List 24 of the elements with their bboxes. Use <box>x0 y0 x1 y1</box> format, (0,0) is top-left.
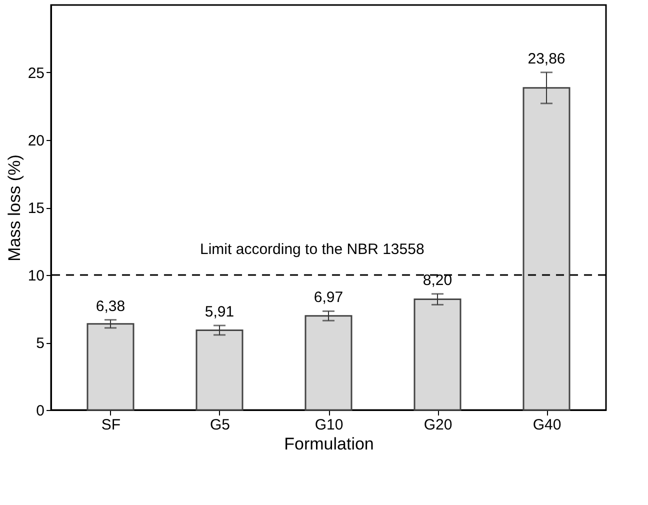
x-tick-label: SF <box>101 416 121 434</box>
bar <box>522 87 570 411</box>
x-tick-label: G20 <box>424 416 452 434</box>
y-axis-title: Mass loss (%) <box>4 154 24 262</box>
data-label: 8,20 <box>422 272 452 289</box>
bar <box>196 329 244 411</box>
x-tick-label: G10 <box>314 416 344 434</box>
bar <box>304 315 352 411</box>
y-tick-label: 5 <box>36 335 44 352</box>
data-label: 5,91 <box>204 303 234 320</box>
y-tick-label: 10 <box>28 268 44 284</box>
y-tick-label: 20 <box>28 132 44 150</box>
bar <box>86 323 134 411</box>
y-tick-label: 25 <box>28 65 44 82</box>
data-label: 6,38 <box>96 298 126 315</box>
x-tick-label: G5 <box>210 416 230 434</box>
x-tick-label: G40 <box>532 416 562 434</box>
bar <box>414 298 462 411</box>
y-tick-label: 0 <box>36 402 44 420</box>
data-label: 23,86 <box>528 50 566 68</box>
data-label: 6,97 <box>314 289 344 306</box>
ref-line-label: Limit according to the NBR 13558 <box>200 241 424 258</box>
x-axis-title: Formulation <box>284 434 374 454</box>
y-tick-label: 15 <box>28 200 44 217</box>
